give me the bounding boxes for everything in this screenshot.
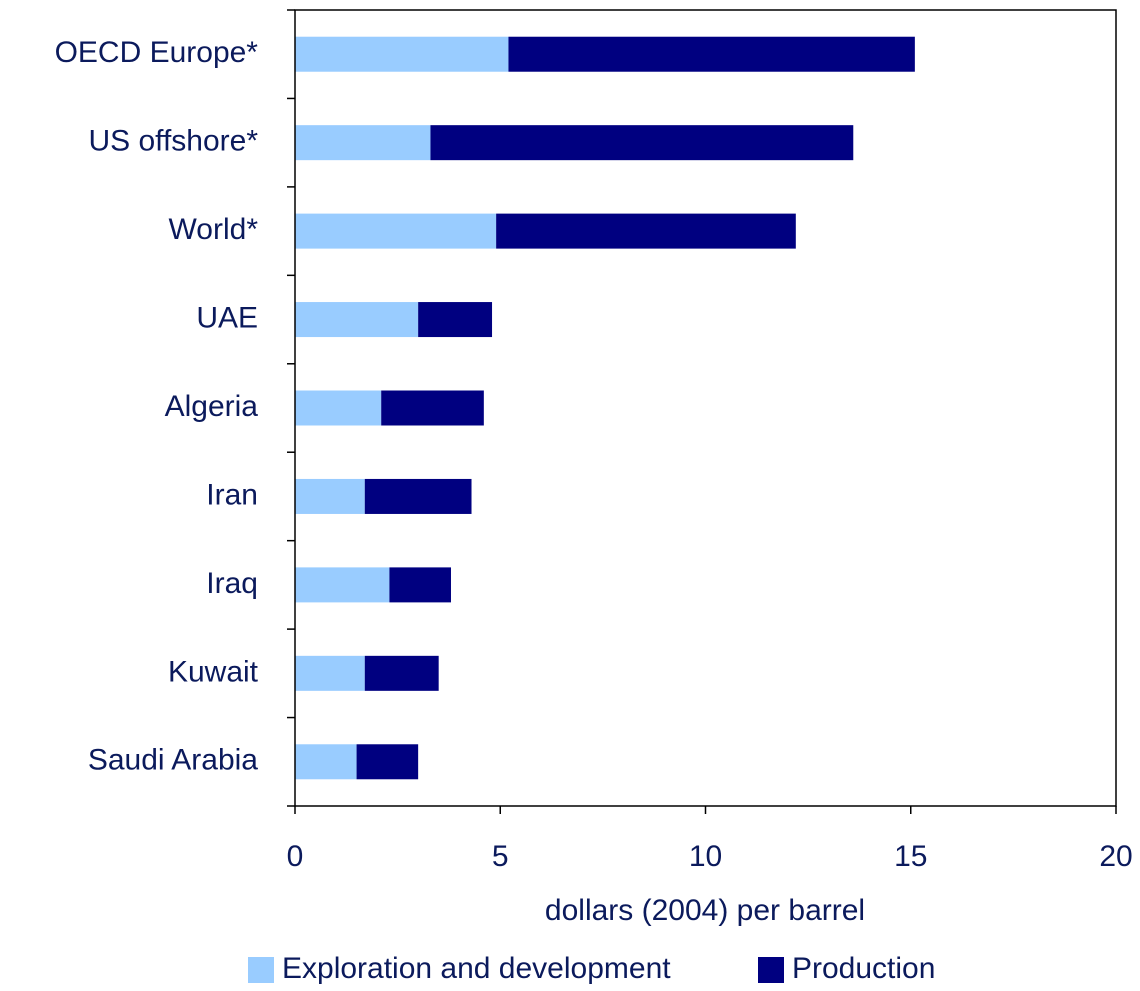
y-tick-label: World* <box>169 213 259 246</box>
legend-swatch <box>758 957 784 983</box>
y-tick-label: Iran <box>206 478 258 511</box>
y-tick-label: UAE <box>196 301 258 334</box>
y-tick-label: Saudi Arabia <box>88 744 258 777</box>
bar-segment <box>364 478 472 514</box>
x-tick-label: 5 <box>492 840 509 873</box>
bar-segment <box>295 390 382 426</box>
bar-segment <box>295 213 497 249</box>
bar-segment <box>364 655 439 691</box>
bar-segment <box>356 744 419 780</box>
y-tick-label: Kuwait <box>168 655 259 688</box>
legend-label: Exploration and development <box>282 952 671 985</box>
bar-segment <box>295 125 431 161</box>
bar-segment <box>430 125 854 161</box>
y-tick-label: OECD Europe* <box>55 36 259 69</box>
bar-segment <box>418 302 493 338</box>
bar-segment <box>496 213 796 249</box>
bar-segment <box>295 655 365 691</box>
x-tick-label: 15 <box>894 840 927 873</box>
bar-segment <box>381 390 484 426</box>
bar-segment <box>295 567 390 603</box>
bar-segment <box>295 302 419 338</box>
legend-label: Production <box>792 952 935 985</box>
y-tick-label: US offshore* <box>88 125 258 158</box>
x-tick-label: 20 <box>1099 840 1132 873</box>
bar-segment <box>295 478 365 514</box>
legend-swatch <box>248 957 274 983</box>
bar-segment <box>508 36 915 72</box>
x-axis-label: dollars (2004) per barrel <box>545 894 865 927</box>
x-tick-label: 0 <box>287 840 304 873</box>
y-tick-label: Algeria <box>165 390 259 423</box>
x-tick-label: 10 <box>689 840 722 873</box>
y-tick-label: Iraq <box>206 567 258 600</box>
bar-segment <box>295 36 509 72</box>
bar-segment <box>389 567 451 603</box>
bar-segment <box>295 744 357 780</box>
